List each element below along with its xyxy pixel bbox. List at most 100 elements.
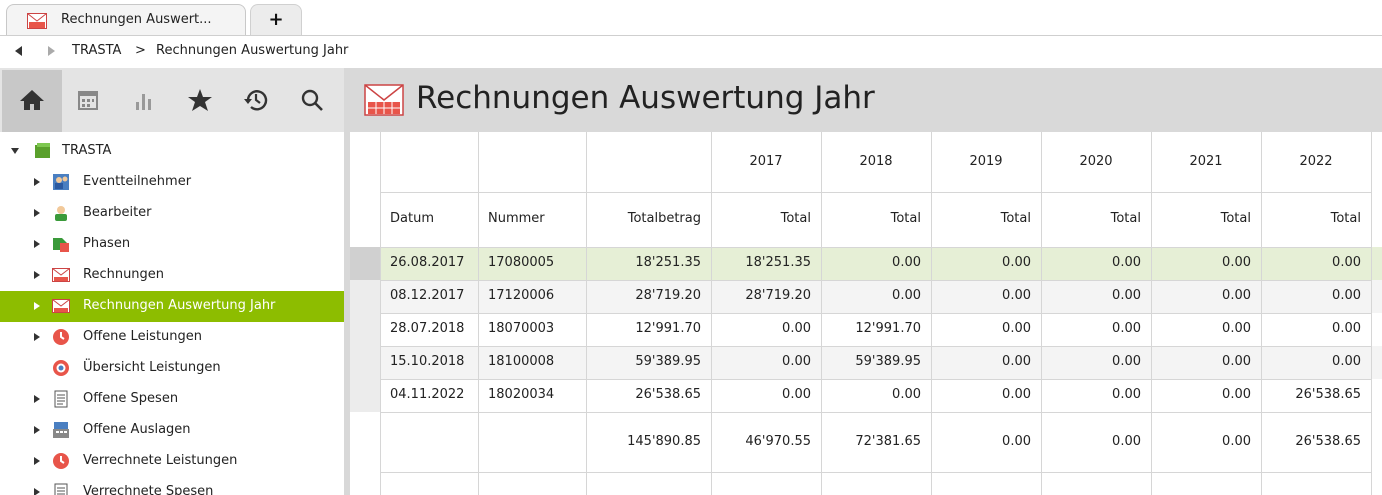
tree-item-verrechnete-leistungen[interactable]: Verrechnete Leistungen: [0, 446, 344, 477]
collapse-arrow-icon[interactable]: [10, 146, 20, 156]
table-cell[interactable]: 17120006: [488, 288, 555, 303]
table-cell[interactable]: 0.00: [782, 354, 811, 369]
table-cell[interactable]: 0.00: [1332, 354, 1361, 369]
table-cell[interactable]: 0.00: [892, 288, 921, 303]
column-header[interactable]: Total: [1000, 211, 1031, 226]
new-tab-button[interactable]: +: [250, 4, 302, 36]
expand-arrow-icon[interactable]: [32, 208, 42, 218]
tree-item-offene-auslagen[interactable]: Offene Auslagen: [0, 415, 344, 446]
tree-item-bearbeiter[interactable]: Bearbeiter: [0, 198, 344, 229]
table-cell[interactable]: 12'991.70: [635, 321, 701, 336]
table-cell[interactable]: 0.00: [1002, 387, 1031, 402]
column-header[interactable]: Total: [780, 211, 811, 226]
expand-arrow-icon[interactable]: [32, 456, 42, 466]
table-cell[interactable]: 59'389.95: [855, 354, 921, 369]
row-selector[interactable]: [350, 247, 380, 280]
table-cell[interactable]: 17080005: [488, 255, 555, 270]
tree-item-rechnungen[interactable]: Rechnungen: [0, 260, 344, 291]
expand-arrow-icon[interactable]: [32, 425, 42, 435]
table-cell[interactable]: 15.10.2018: [390, 354, 465, 369]
table-cell[interactable]: 18'251.35: [635, 255, 701, 270]
column-header[interactable]: Total: [1330, 211, 1361, 226]
column-header[interactable]: Total: [1220, 211, 1251, 226]
table-cell[interactable]: 0.00: [1222, 387, 1251, 402]
row-selector[interactable]: [350, 280, 380, 313]
row-selector[interactable]: [350, 313, 380, 346]
table-cell[interactable]: 0.00: [1002, 255, 1031, 270]
expand-arrow-icon[interactable]: [32, 332, 42, 342]
chart-icon[interactable]: [126, 82, 162, 118]
row-selector[interactable]: [350, 346, 380, 379]
table-cell[interactable]: 0.00: [1332, 288, 1361, 303]
table-cell[interactable]: 0.00: [1112, 288, 1141, 303]
table-cell[interactable]: 0.00: [1332, 255, 1361, 270]
tree-item-eventteilnehmer[interactable]: Eventteilnehmer: [0, 167, 344, 198]
year-header[interactable]: 2020: [1079, 154, 1113, 169]
expand-arrow-icon[interactable]: [32, 270, 42, 280]
tree-item-rechnungen-auswertung-jahr[interactable]: Rechnungen Auswertung Jahr: [0, 291, 344, 322]
history-icon[interactable]: [238, 82, 274, 118]
table-cell[interactable]: 0.00: [1222, 321, 1251, 336]
expand-arrow-icon[interactable]: [32, 239, 42, 249]
table-cell[interactable]: 18070003: [488, 321, 555, 336]
table-cell[interactable]: 26'538.65: [635, 387, 701, 402]
column-header[interactable]: Datum: [390, 211, 434, 226]
table-cell[interactable]: 04.11.2022: [390, 387, 465, 402]
column-header[interactable]: Total: [890, 211, 921, 226]
search-icon[interactable]: [294, 82, 330, 118]
table-cell[interactable]: 0.00: [1222, 354, 1251, 369]
star-icon[interactable]: [182, 82, 218, 118]
table-cell[interactable]: 12'991.70: [855, 321, 921, 336]
tree-item-offene-leistungen[interactable]: Offene Leistungen: [0, 322, 344, 353]
forward-arrow-icon[interactable]: [44, 44, 58, 58]
table-cell[interactable]: 0.00: [1002, 321, 1031, 336]
tree-root-trasta[interactable]: TRASTA: [0, 136, 344, 167]
table-cell[interactable]: 0.00: [1002, 288, 1031, 303]
table-cell[interactable]: 28'719.20: [745, 288, 811, 303]
table-cell[interactable]: 0.00: [1112, 255, 1141, 270]
table-cell[interactable]: 0.00: [1222, 288, 1251, 303]
table-cell[interactable]: 26'538.65: [1295, 387, 1361, 402]
tree-item-offene-spesen[interactable]: Offene Spesen: [0, 384, 344, 415]
year-header[interactable]: 2017: [749, 154, 783, 169]
column-header[interactable]: Total: [1110, 211, 1141, 226]
year-header[interactable]: 2021: [1189, 154, 1223, 169]
table-cell[interactable]: 28'719.20: [635, 288, 701, 303]
table-cell[interactable]: 0.00: [892, 255, 921, 270]
year-header[interactable]: 2022: [1299, 154, 1333, 169]
table-cell[interactable]: 18100008: [488, 354, 555, 369]
table-cell[interactable]: 0.00: [782, 387, 811, 402]
table-cell[interactable]: 0.00: [1002, 354, 1031, 369]
table-cell[interactable]: 0.00: [1112, 387, 1141, 402]
expand-arrow-icon[interactable]: [32, 394, 42, 404]
breadcrumb-item-current[interactable]: Rechnungen Auswertung Jahr: [156, 43, 349, 58]
table-cell[interactable]: 28.07.2018: [390, 321, 465, 336]
calendar-icon[interactable]: [70, 82, 106, 118]
tree-item-uebersicht-leistungen[interactable]: Übersicht Leistungen: [0, 353, 344, 384]
breadcrumb-item-trasta[interactable]: TRASTA: [72, 43, 122, 58]
tree-item-verrechnete-spesen[interactable]: Verrechnete Spesen: [0, 477, 344, 495]
table-cell[interactable]: 26.08.2017: [390, 255, 465, 270]
column-header[interactable]: Totalbetrag: [627, 211, 701, 226]
table-cell[interactable]: 59'389.95: [635, 354, 701, 369]
column-header[interactable]: Nummer: [488, 211, 545, 226]
expand-arrow-icon[interactable]: [32, 301, 42, 311]
tree-item-phasen[interactable]: Phasen: [0, 229, 344, 260]
expand-arrow-icon[interactable]: [32, 177, 42, 187]
table-cell[interactable]: 08.12.2017: [390, 288, 465, 303]
expand-arrow-icon[interactable]: [32, 487, 42, 495]
table-cell[interactable]: 18'251.35: [745, 255, 811, 270]
table-cell[interactable]: 0.00: [892, 387, 921, 402]
table-cell[interactable]: 0.00: [782, 321, 811, 336]
year-header[interactable]: 2019: [969, 154, 1003, 169]
panel-splitter[interactable]: [344, 68, 350, 495]
row-selector[interactable]: [350, 379, 380, 412]
table-cell[interactable]: 0.00: [1332, 321, 1361, 336]
table-cell[interactable]: 18020034: [488, 387, 555, 402]
tab-rechnungen-auswertung[interactable]: Rechnungen Auswert...: [6, 4, 246, 36]
table-cell[interactable]: 0.00: [1222, 255, 1251, 270]
back-arrow-icon[interactable]: [12, 44, 26, 58]
table-cell[interactable]: 0.00: [1112, 354, 1141, 369]
home-icon[interactable]: [14, 82, 50, 118]
table-cell[interactable]: 0.00: [1112, 321, 1141, 336]
